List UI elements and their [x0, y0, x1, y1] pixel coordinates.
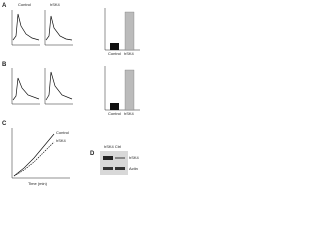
legend-label: Control	[56, 130, 69, 135]
x-axis-label: Time (min)	[28, 181, 48, 186]
bar-chart	[104, 8, 140, 51]
blot	[100, 151, 128, 175]
legend-label: hSK4	[56, 138, 67, 143]
page: A Control hSK4 Control hSK4 B Control hS…	[2, 2, 140, 186]
trace-title: Control	[18, 2, 31, 7]
panel-label: B	[2, 62, 7, 68]
band-label: hSK4	[129, 155, 140, 160]
lane-label: hSK4 Ctrl	[104, 144, 121, 149]
panel-label: C	[2, 121, 7, 127]
line-chart	[11, 128, 70, 179]
trace-plot	[11, 68, 73, 105]
band-label: Actin	[129, 166, 138, 171]
panel-label: D	[90, 151, 95, 157]
bar-label: hSK4	[124, 111, 135, 116]
trace-plot	[11, 10, 73, 46]
bar-chart	[104, 66, 140, 111]
bar-label: Control	[108, 111, 121, 116]
trace-title: hSK4	[50, 2, 61, 7]
panel-label: A	[2, 3, 7, 9]
figure: A Control hSK4 Control hSK4 B Control hS…	[2, 2, 140, 186]
bar-label: hSK4	[124, 51, 135, 56]
bar-label: Control	[108, 51, 121, 56]
